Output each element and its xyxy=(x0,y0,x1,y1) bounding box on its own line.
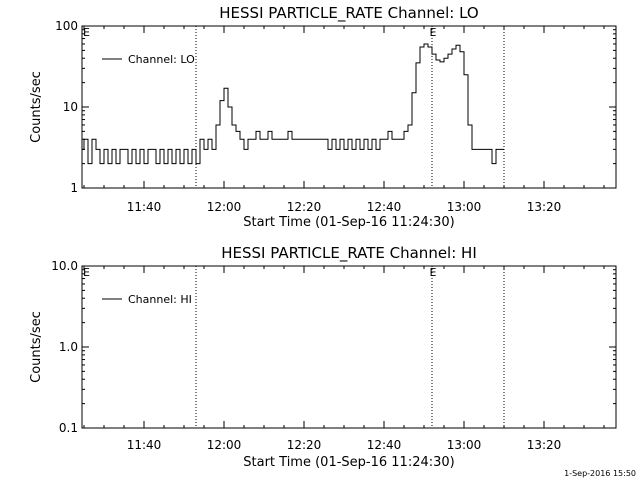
x-axis-label: Start Time (01-Sep-16 11:24:30) xyxy=(243,455,454,470)
x-tick-label: 13:00 xyxy=(447,438,482,452)
chart-panel-hi: HESSI PARTICLE_RATE Channel: HI 11:40 12:0… xyxy=(29,244,617,470)
series-line-1 xyxy=(82,43,504,165)
y-tick-label: 100 xyxy=(55,19,78,33)
x-tick-label: 11:40 xyxy=(127,200,162,214)
x-tick-label: 12:00 xyxy=(207,200,242,214)
y-tick-label: 1.0 xyxy=(59,340,78,354)
corner-label: E xyxy=(83,26,90,39)
y-tick-label: 10.0 xyxy=(51,259,78,273)
chart-panel-lo: HESSI PARTICLE_RATE Channel: LO 11:40 12:0… xyxy=(29,4,617,230)
x-axis-label: Start Time (01-Sep-16 11:24:30) xyxy=(243,215,454,230)
y-axis-label: Counts/sec xyxy=(29,71,44,143)
x-tick-label: 13:00 xyxy=(447,200,482,214)
y-axis-label: Counts/sec xyxy=(29,311,44,383)
x-tick-label: 11:40 xyxy=(127,438,162,452)
footer-timestamp: 1-Sep-2016 15:50 xyxy=(564,469,636,478)
y-tick-label: 1 xyxy=(70,181,78,195)
x-tick-label: 12:20 xyxy=(287,438,322,452)
x-tick-label: 13:20 xyxy=(527,200,562,214)
corner-label: E xyxy=(83,266,90,279)
legend-entry: Channel: LO xyxy=(128,53,195,66)
marker-label: E xyxy=(430,26,437,39)
plot-frame xyxy=(81,25,617,189)
y-tick-label: 0.1 xyxy=(59,421,78,435)
x-tick-label: 12:40 xyxy=(367,438,402,452)
plot-frame xyxy=(81,265,617,429)
y-tick-label: 10 xyxy=(63,100,78,114)
chart-title: HESSI PARTICLE_RATE Channel: HI xyxy=(221,244,477,263)
legend-entry: Channel: HI xyxy=(128,293,192,306)
x-tick-label: 13:20 xyxy=(527,438,562,452)
x-tick-label: 12:40 xyxy=(367,200,402,214)
marker-label: E xyxy=(430,266,437,279)
x-tick-label: 12:00 xyxy=(207,438,242,452)
chart-title: HESSI PARTICLE_RATE Channel: LO xyxy=(219,4,478,23)
x-tick-label: 12:20 xyxy=(287,200,322,214)
